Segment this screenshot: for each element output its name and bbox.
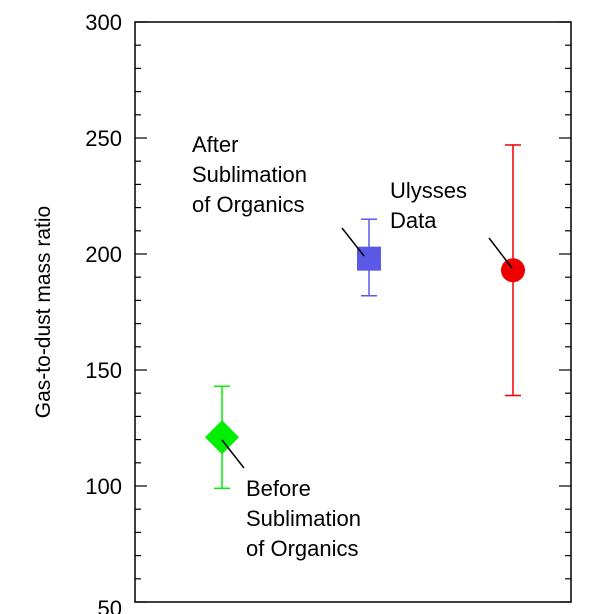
annotation-line: Data [390, 208, 437, 233]
data-point-circle [501, 258, 525, 283]
y-axis-label: Gas-to-dust mass ratio [32, 206, 55, 418]
annotation-line: Before [246, 476, 311, 501]
annotation-leader [488, 237, 513, 269]
annotation-ulysses: Ulysses Data [390, 178, 473, 233]
y-tick-label: 100 [85, 474, 122, 499]
data-point-square [357, 246, 381, 271]
annotation-before: Before Sublimation of Organics [246, 476, 367, 561]
annotation-line: of Organics [192, 192, 305, 217]
data-point-diamond [205, 420, 239, 455]
annotation-line: Sublimation [192, 162, 307, 187]
y-tick-label: 300 [85, 10, 122, 35]
annotation-line: Ulysses [390, 178, 467, 203]
y-tick-label: 150 [85, 358, 122, 383]
y-tick-label: 50 [98, 596, 122, 614]
y-tick-label: 200 [85, 242, 122, 267]
annotation-leader [221, 439, 245, 469]
y-axis-ticks [135, 21, 571, 603]
annotation-after: After Sublimation of Organics [192, 132, 313, 217]
y-axis-tick-labels: 50 100 150 200 250 300 [85, 10, 122, 614]
annotations: Before Sublimation of Organics After Sub… [192, 132, 513, 561]
annotation-line: After [192, 132, 238, 157]
plot-frame [134, 21, 572, 603]
y-tick-label: 250 [85, 126, 122, 151]
annotation-leader [341, 227, 365, 257]
annotation-line: Sublimation [246, 506, 361, 531]
data-marks [205, 144, 525, 490]
annotation-line: of Organics [246, 536, 359, 561]
